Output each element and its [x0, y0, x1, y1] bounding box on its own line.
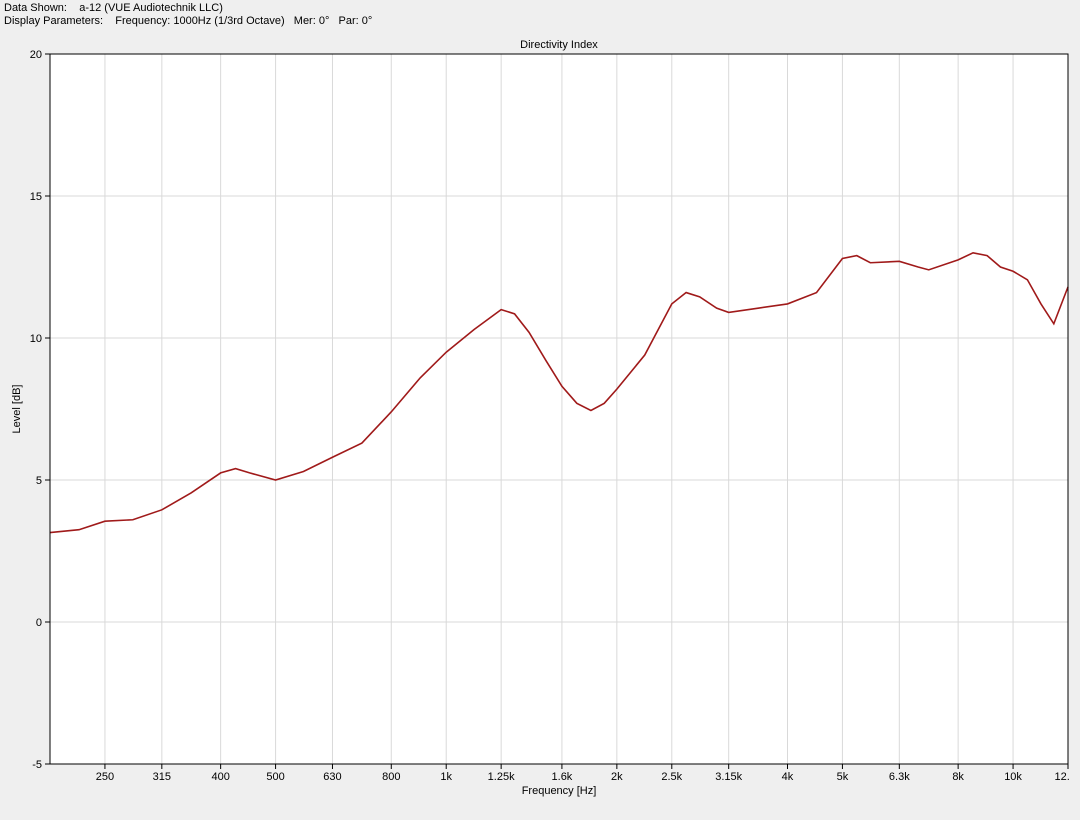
x-tick-label: 1.6k — [552, 771, 573, 783]
y-tick-label: 10 — [30, 333, 42, 345]
x-tick-label: 315 — [153, 771, 171, 783]
y-tick-label: 0 — [36, 617, 42, 629]
directivity-index-chart: -5 0 5 10 15 20 250 315 400 500 630 800 1k 1.25k 1.6k 2… — [10, 30, 1070, 810]
x-tick-label: 400 — [211, 771, 229, 783]
x-tick-label: 800 — [382, 771, 400, 783]
y-tick-label: -5 — [32, 759, 42, 771]
x-tick-label: 6.3k — [889, 771, 910, 783]
x-tick-label: 12.5k — [1055, 771, 1070, 783]
chart-title: Directivity Index — [520, 39, 598, 51]
x-tick-label: 10k — [1004, 771, 1022, 783]
header-meta: Data Shown: a-12 (VUE Audiotechnik LLC) … — [0, 0, 1080, 28]
x-axis-label: Frequency [Hz] — [522, 785, 597, 797]
x-tick-label: 630 — [323, 771, 341, 783]
y-tick-label: 5 — [36, 475, 42, 487]
x-tick-label: 5k — [837, 771, 849, 783]
x-tick-label: 500 — [266, 771, 284, 783]
x-tick-label: 8k — [952, 771, 964, 783]
y-tick-label: 20 — [30, 49, 42, 61]
y-axis-label: Level [dB] — [11, 385, 23, 434]
plot-area — [50, 54, 1068, 764]
x-tick-label: 1.25k — [488, 771, 515, 783]
y-tick-label: 15 — [30, 191, 42, 203]
meta-data-shown: Data Shown: a-12 (VUE Audiotechnik LLC) — [4, 2, 1076, 15]
x-tick-label: 1k — [440, 771, 452, 783]
x-tick-label: 2.5k — [661, 771, 682, 783]
x-tick-label: 4k — [782, 771, 794, 783]
x-tick-label: 250 — [96, 771, 114, 783]
x-tick-label: 3.15k — [715, 771, 742, 783]
x-tick-label: 2k — [611, 771, 623, 783]
chart-svg: -5 0 5 10 15 20 250 315 400 500 630 800 1k 1.25k 1.6k 2… — [10, 30, 1070, 810]
meta-display-parameters: Display Parameters: Frequency: 1000Hz (1… — [4, 15, 1076, 28]
